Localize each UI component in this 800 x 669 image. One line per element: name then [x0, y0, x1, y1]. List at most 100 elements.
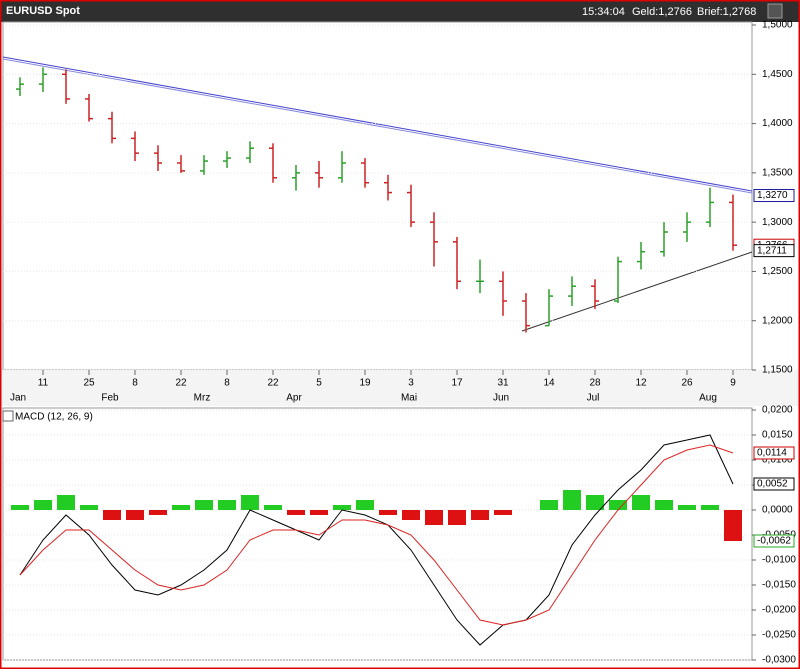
month-label: Aug — [699, 393, 717, 404]
clock: 15:34:04 — [582, 6, 625, 18]
histogram-bar — [149, 510, 167, 515]
month-label: Mrz — [194, 393, 211, 404]
histogram-bar — [494, 510, 512, 515]
x-tick-label: 25 — [83, 378, 95, 389]
macd-line — [19, 434, 734, 646]
y-tick-label: 1,1500 — [762, 365, 793, 376]
histogram-bar — [218, 500, 236, 510]
histogram-bar — [11, 505, 29, 510]
month-label: Feb — [101, 393, 119, 404]
macd-frame — [2, 407, 753, 661]
price-marker-label: 1,2711 — [757, 245, 787, 256]
y-tick-label: 0,0000 — [762, 505, 793, 516]
trend-line — [2, 58, 753, 194]
histogram-bar — [103, 510, 121, 520]
histogram-bar — [333, 505, 351, 510]
x-tick-label: 3 — [408, 378, 414, 389]
symbol-title: EURUSD Spot — [6, 5, 80, 17]
y-tick-label: 0,0150 — [762, 430, 793, 441]
y-tick-label: 1,2000 — [762, 315, 793, 326]
header-bar — [0, 0, 800, 22]
x-tick-label: 11 — [38, 378, 49, 389]
y-tick-label: -0,0200 — [762, 605, 796, 616]
histogram-bar — [264, 505, 282, 510]
support-line — [521, 251, 753, 332]
histogram-bar — [425, 510, 443, 525]
x-tick-label: 22 — [175, 378, 187, 389]
x-tick-label: 19 — [359, 378, 371, 389]
scroll-button[interactable] — [767, 3, 783, 19]
y-tick-label: 0,0100 — [762, 455, 793, 466]
y-tick-label: -0,0300 — [762, 655, 796, 666]
histogram-bar — [678, 505, 696, 510]
y-tick-label: 1,4500 — [762, 69, 793, 80]
histogram-bar — [609, 500, 627, 510]
y-tick-label: 1,4000 — [762, 118, 793, 129]
x-tick-label: 8 — [132, 378, 138, 389]
y-tick-label: 1,2500 — [762, 266, 793, 277]
histogram-bar — [287, 510, 305, 515]
price-marker-label: 0,0052 — [757, 479, 788, 490]
x-tick-label: 31 — [497, 378, 509, 389]
histogram-bar — [540, 500, 558, 510]
x-tick-label: 14 — [543, 378, 555, 389]
price-marker-label: -0,0062 — [757, 536, 791, 547]
histogram-bar — [724, 510, 742, 541]
month-label: Jul — [587, 393, 600, 404]
histogram-bar — [655, 500, 673, 510]
macd-line — [19, 444, 734, 626]
x-axis-band — [0, 370, 800, 406]
y-tick-label: -0,0100 — [762, 555, 796, 566]
bid-price: Geld:1,2766 — [632, 6, 692, 18]
histogram-bar — [195, 500, 213, 510]
month-label: Apr — [286, 393, 302, 404]
histogram-bar — [57, 495, 75, 510]
price-marker-label: 1,3270 — [757, 190, 788, 201]
y-tick-label: 1,5000 — [762, 20, 793, 31]
x-tick-label: 5 — [316, 378, 322, 389]
histogram-bar — [586, 495, 604, 510]
price-marker — [753, 244, 795, 258]
histogram-bar — [632, 495, 650, 510]
indicator-title: MACD (12, 26, 9) — [15, 412, 93, 423]
x-tick-label: 26 — [681, 378, 693, 389]
month-label: Jun — [493, 393, 509, 404]
histogram-bar — [701, 505, 719, 510]
price-marker-label: 0,0114 — [757, 448, 787, 459]
price-marker — [753, 189, 795, 203]
close-indicator[interactable] — [2, 410, 14, 422]
month-label: Jan — [10, 393, 26, 404]
y-tick-label: -0,0150 — [762, 580, 796, 591]
histogram-bar — [448, 510, 466, 525]
histogram-bar — [172, 505, 190, 510]
y-tick-label: -0,0250 — [762, 630, 796, 641]
histogram-bar — [80, 505, 98, 510]
price-marker — [753, 534, 795, 548]
histogram-bar — [356, 500, 374, 510]
x-tick-label: 17 — [451, 378, 463, 389]
x-tick-label: 8 — [224, 378, 230, 389]
y-tick-label: 1,3500 — [762, 167, 793, 178]
price-marker — [753, 477, 795, 491]
histogram-bar — [310, 510, 328, 515]
trend-line — [2, 56, 753, 192]
histogram-bar — [471, 510, 489, 520]
histogram-bar — [34, 500, 52, 510]
month-label: Mai — [401, 393, 417, 404]
header: EURUSD Spot 15:34:04 Geld:1,2766 Brief:1… — [0, 0, 800, 22]
histogram-bar — [241, 495, 259, 510]
histogram-bar — [126, 510, 144, 520]
ask-price: Brief:1,2768 — [697, 6, 756, 18]
y-tick-label: 1,3000 — [762, 217, 793, 228]
histogram-bar — [379, 510, 397, 515]
y-tick-label: 0,0200 — [762, 405, 793, 416]
x-tick-label: 28 — [589, 378, 601, 389]
price-marker — [753, 446, 795, 460]
histogram-bar — [402, 510, 420, 520]
x-tick-label: 9 — [730, 378, 736, 389]
histogram-bar — [563, 490, 581, 510]
x-tick-label: 22 — [267, 378, 279, 389]
x-tick-label: 12 — [635, 378, 647, 389]
